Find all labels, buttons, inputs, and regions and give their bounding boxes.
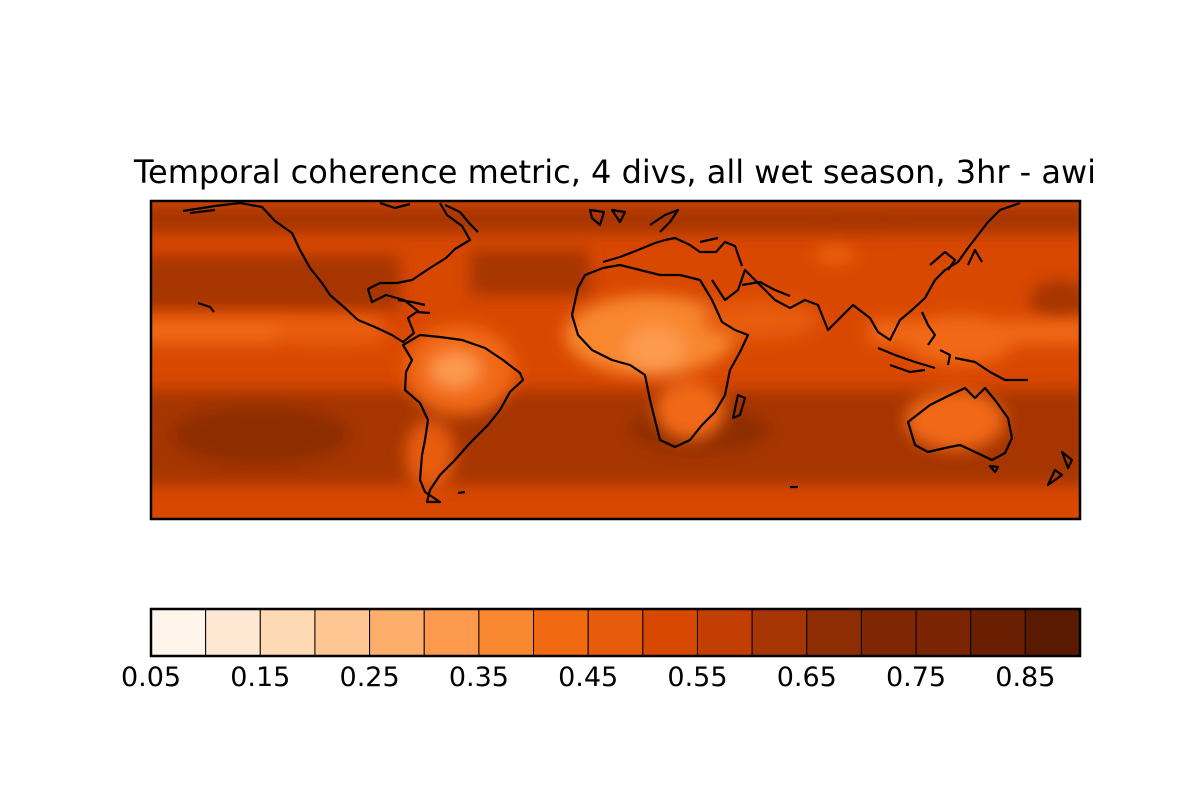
coastline-arabia [741, 280, 791, 298]
coastline-asia [711, 201, 1021, 342]
colorbar-bin [587, 608, 644, 657]
colorbar-tick-label: 0.85 [995, 662, 1056, 693]
colorbar-bin [533, 608, 589, 657]
colorbar-bin [915, 608, 972, 657]
coastline-indonesia [877, 311, 1028, 382]
map-frame [149, 199, 1082, 521]
colorbar-frame [149, 607, 1082, 658]
coastline-tasmania [988, 464, 1000, 474]
colorbar-tick-label: 0.35 [448, 662, 509, 693]
coastline-australia [906, 386, 1014, 462]
coastlines [182, 201, 1074, 504]
colorbar-bin [478, 608, 535, 657]
coastline-north-america [182, 201, 472, 344]
colorbar-bin [205, 608, 261, 657]
coastline-south-america [401, 333, 525, 504]
colorbar [150, 608, 1081, 657]
colorbar-bin [642, 608, 698, 657]
colorbar-bin [259, 608, 316, 657]
colorbar-bin [970, 608, 1026, 657]
colorbar-bin [806, 608, 862, 657]
colorbar-bin [860, 608, 917, 657]
colorbar-bin [423, 608, 480, 657]
colorbar-tick-label: 0.55 [667, 662, 728, 693]
coastline-madagascar [731, 393, 747, 420]
colorbar-tick-label: 0.25 [339, 662, 400, 693]
colorbar-bin [696, 608, 753, 657]
coastline-africa [570, 263, 750, 449]
coastline-europe [602, 208, 744, 267]
coastline-new-zealand [1046, 450, 1074, 487]
colorbar-bin [150, 608, 207, 657]
colorbar-tick-label: 0.45 [558, 662, 619, 693]
colorbar-bin [1024, 608, 1081, 657]
colorbar-bin [369, 608, 425, 657]
coastline-falklands [457, 490, 466, 495]
coastline-greenland [588, 208, 627, 227]
field-low-zones [151, 248, 1080, 490]
colorbar-tick-label: 0.75 [885, 662, 947, 693]
colorbar-tick-label: 0.15 [230, 662, 291, 693]
coastline-caribbean [197, 298, 431, 315]
plot-title: Temporal coherence metric, 4 divs, all w… [133, 153, 1097, 191]
coastline-arctic-islands [189, 201, 479, 233]
colorbar-bin [751, 608, 808, 657]
colorbar-tick-label: 0.05 [120, 662, 182, 693]
colorbar-tick-label: 0.65 [776, 662, 837, 693]
colorbar-bin [314, 608, 371, 657]
